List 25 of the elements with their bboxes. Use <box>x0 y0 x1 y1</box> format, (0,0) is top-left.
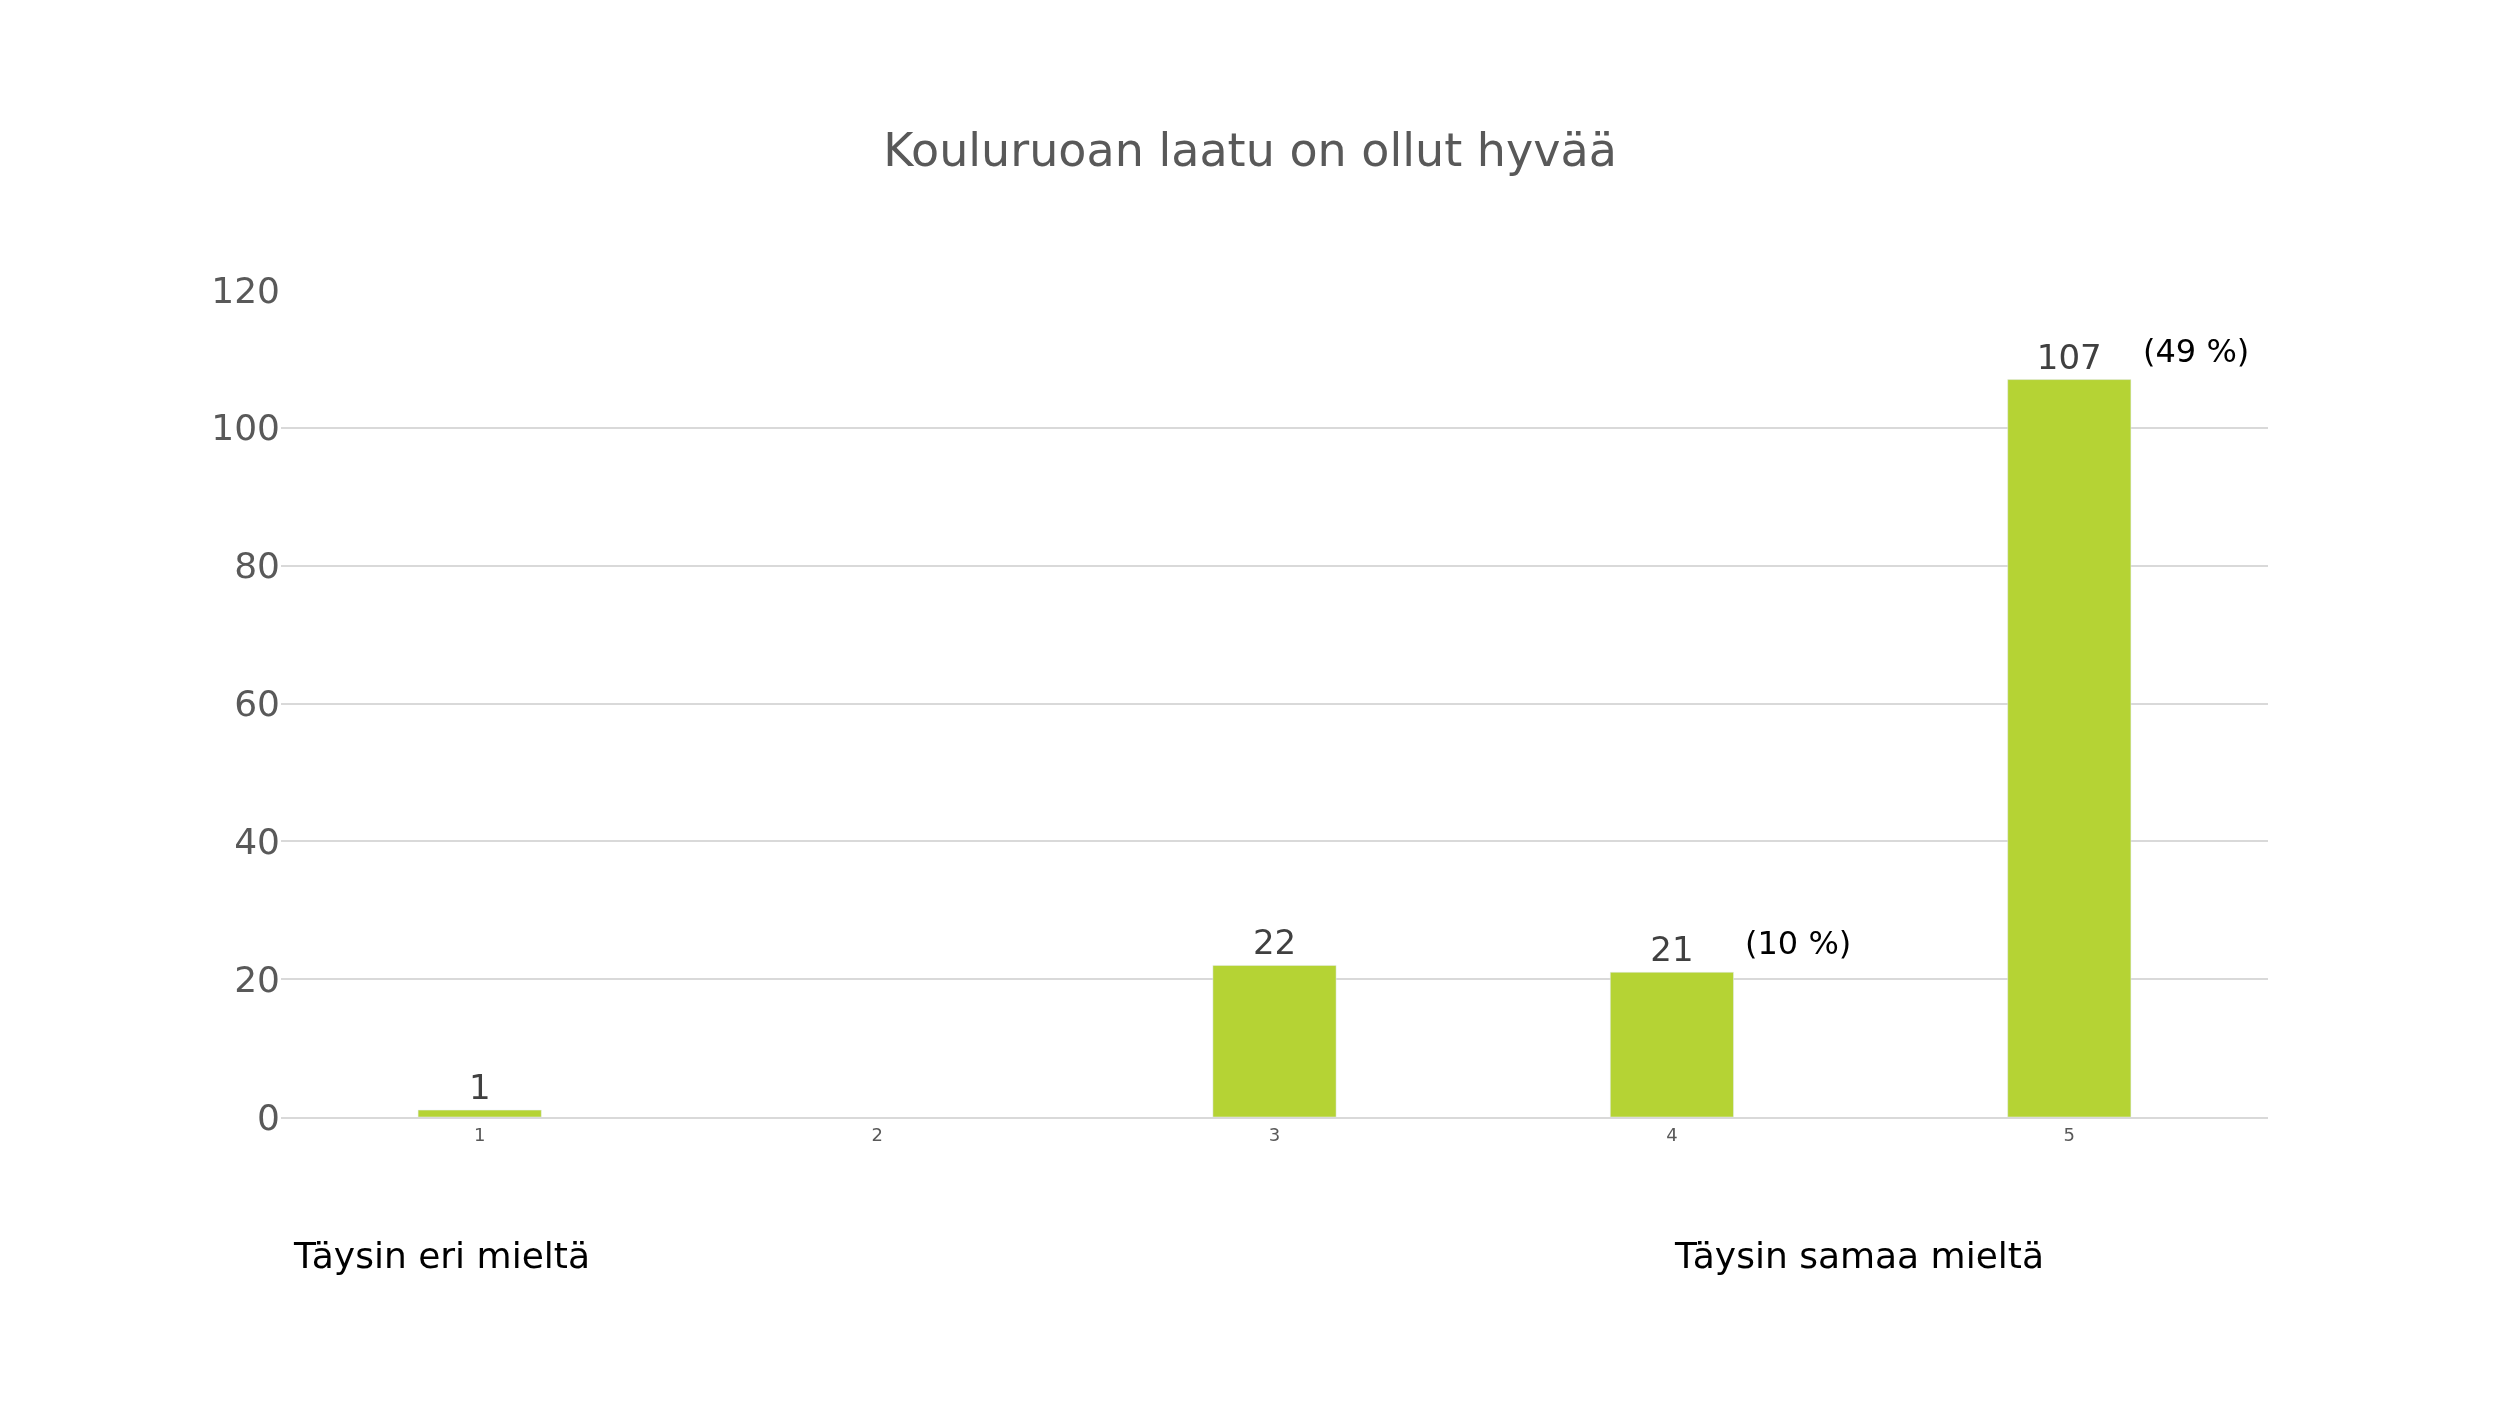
x-tick-label: 3 <box>1268 1123 1281 1145</box>
y-tick-label: 80 <box>234 545 280 587</box>
bar <box>2007 379 2132 1117</box>
bar <box>1212 965 1337 1117</box>
x-tick-label: 5 <box>2063 1123 2076 1145</box>
bar <box>1610 972 1734 1117</box>
y-tick-label: 40 <box>234 820 280 862</box>
x-tick-label: 2 <box>871 1123 883 1145</box>
data-label: 107 <box>2036 336 2102 377</box>
y-tick-label: 100 <box>211 407 280 449</box>
text: Täysin eri mieltä <box>293 1235 590 1276</box>
data-label: 21 <box>1650 929 1694 970</box>
data-label: 1 <box>468 1067 491 1108</box>
y-tick-label: 0 <box>257 1096 280 1138</box>
x-tick-label: 4 <box>1666 1123 1678 1145</box>
text: Täysin samaa mieltä <box>1674 1235 2045 1276</box>
annotation: (10 %) <box>1745 924 1852 962</box>
y-tick-label: 60 <box>234 683 280 725</box>
x-tick-label: 1 <box>473 1123 486 1145</box>
data-label: 22 <box>1252 922 1297 963</box>
bar <box>417 1109 542 1117</box>
chart-title: Kouluruoan laatu on ollut hyvää <box>883 123 1617 178</box>
annotation: (49 %) <box>2143 332 2250 370</box>
y-tick-label: 120 <box>211 269 280 311</box>
y-tick-label: 20 <box>234 958 280 1000</box>
